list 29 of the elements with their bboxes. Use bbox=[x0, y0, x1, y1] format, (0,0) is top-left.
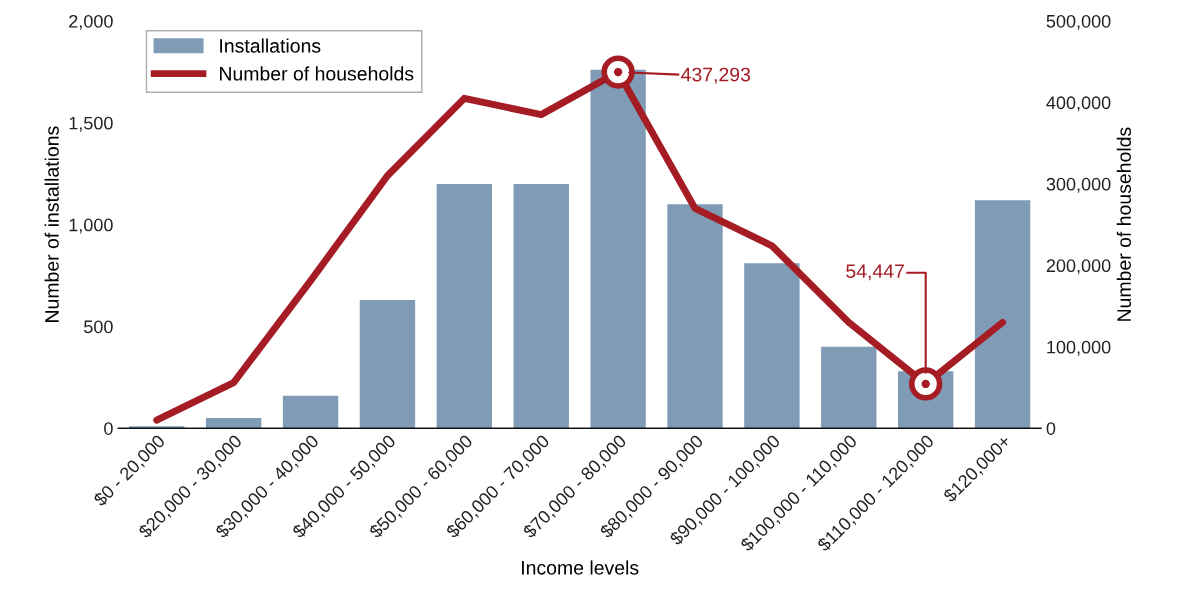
bar bbox=[667, 204, 723, 429]
data-label: 54,447 bbox=[846, 264, 904, 281]
y-tick-label: 500 bbox=[84, 320, 113, 334]
bar bbox=[436, 183, 493, 429]
bar bbox=[205, 418, 262, 429]
bar bbox=[590, 69, 646, 429]
legend-label: Number of households bbox=[220, 66, 414, 81]
x-axis-title: Income levels bbox=[522, 560, 639, 575]
bar bbox=[129, 426, 185, 429]
bar bbox=[513, 183, 569, 429]
y2-tick-label: 0 bbox=[1046, 422, 1056, 436]
legend-label: Installations bbox=[220, 38, 321, 53]
y2-tick-label: 400,000 bbox=[1046, 96, 1111, 112]
y-tick-label: 2,000 bbox=[69, 14, 113, 30]
y-tick-label: 0 bbox=[104, 422, 113, 436]
bar bbox=[744, 263, 800, 429]
bar bbox=[282, 395, 339, 429]
y2-tick-label: 500,000 bbox=[1046, 14, 1111, 30]
y2-tick-label: 300,000 bbox=[1046, 177, 1111, 193]
y2-axis-title: Number of households bbox=[1116, 127, 1131, 321]
bar bbox=[821, 346, 877, 429]
y-tick-label: 1,000 bbox=[69, 218, 113, 234]
bar bbox=[359, 299, 416, 429]
bar bbox=[974, 200, 1031, 429]
y2-tick-label: 200,000 bbox=[1046, 259, 1111, 275]
data-label: 437,293 bbox=[681, 67, 751, 84]
y-axis-title: Number of installations bbox=[44, 126, 59, 322]
y-tick-label: 1,500 bbox=[69, 116, 113, 132]
y2-tick-label: 100,000 bbox=[1047, 340, 1111, 356]
